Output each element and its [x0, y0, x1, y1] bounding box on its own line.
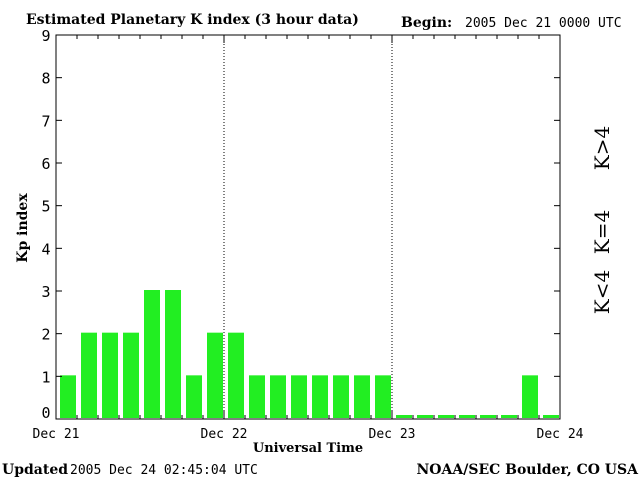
bar-22: [522, 375, 538, 418]
x-axis-label: Universal Time: [253, 441, 363, 456]
source-credit: NOAA/SEC Boulder, CO USA: [417, 462, 640, 478]
begin-value: 2005 Dec 21 0000 UTC: [465, 16, 622, 31]
bar-6: [186, 375, 202, 418]
bar-16: [396, 415, 412, 418]
bar-15: [375, 375, 391, 418]
y-axis-label: Kp index: [15, 193, 31, 263]
y-tick-label: 8: [41, 70, 50, 88]
bar-19: [459, 415, 475, 418]
bar-21: [501, 415, 517, 418]
bar-20: [480, 415, 496, 418]
bar-14: [354, 375, 370, 418]
x-axis: Dec 21 Dec 22 Dec 23 Dec 24: [33, 35, 584, 442]
bar-9: [249, 375, 265, 418]
bar-series: [60, 290, 559, 418]
bar-7: [207, 332, 223, 418]
y-axis: 0 1 2 3 4 5 6 7 8 9: [41, 27, 560, 422]
bar-13: [333, 375, 349, 418]
y-tick-label: 2: [41, 326, 50, 344]
bar-23: [543, 415, 559, 418]
bar-4: [144, 290, 160, 418]
x-tick-label: Dec 22: [201, 427, 248, 442]
bar-8: [228, 332, 244, 418]
legend: K>4 K=4 K<4: [590, 126, 614, 314]
y-tick-label: 0: [41, 404, 50, 422]
updated-value: 2005 Dec 24 02:45:04 UTC: [70, 463, 258, 478]
y-tick-label: 4: [41, 240, 50, 258]
legend-item: K>4: [590, 126, 614, 170]
y-tick-label: 7: [41, 112, 50, 130]
bar-2: [102, 332, 118, 418]
bar-12: [312, 375, 328, 418]
chart-title: Estimated Planetary K index (3 hour data…: [26, 12, 359, 28]
updated-label: Updated: [2, 462, 68, 478]
y-tick-label: 9: [41, 27, 50, 45]
bar-10: [270, 375, 286, 418]
x-tick-label: Dec 23: [369, 427, 416, 442]
bar-3: [123, 332, 139, 418]
bar-5: [165, 290, 181, 418]
bar-1: [81, 332, 97, 418]
bar-11: [291, 375, 307, 418]
bar-17: [417, 415, 433, 418]
begin-label: Begin:: [401, 15, 452, 31]
bar-18: [438, 415, 454, 418]
legend-item: K<4: [590, 270, 614, 314]
x-tick-label: Dec 24: [537, 427, 584, 442]
y-tick-label: 5: [41, 198, 50, 216]
y-tick-label: 3: [41, 283, 50, 301]
y-tick-label: 1: [41, 368, 50, 386]
x-tick-label: Dec 21: [33, 427, 80, 442]
y-tick-label: 6: [41, 155, 50, 173]
bar-0: [60, 375, 76, 418]
legend-item: K=4: [590, 210, 614, 254]
